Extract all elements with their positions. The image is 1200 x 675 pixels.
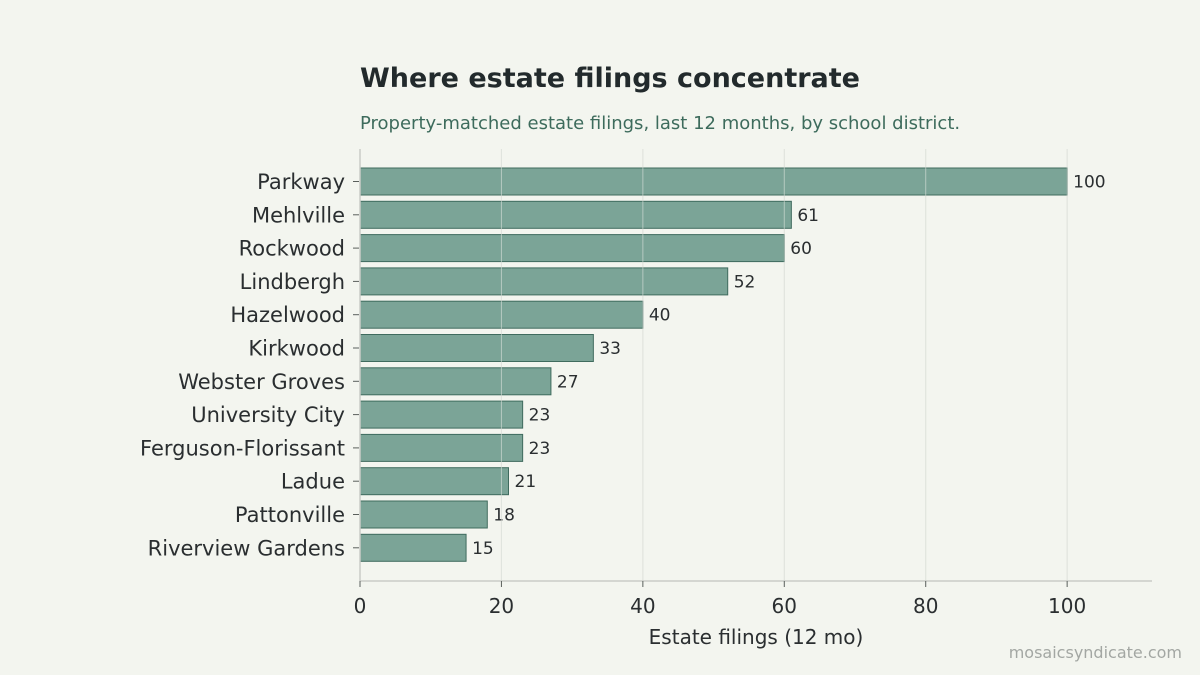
x-tick-label-80: 80 [913, 594, 938, 618]
value-label-1: 61 [797, 206, 819, 226]
chart-title: Where estate filings concentrate [360, 63, 860, 94]
value-label-5: 33 [599, 339, 621, 359]
x-tick-label-60: 60 [772, 594, 797, 618]
bar-7 [359, 400, 524, 429]
bar-6 [359, 367, 552, 396]
axes: Parkway Mehlville Rockwood Lindbergh Hazelwo… [140, 149, 1152, 618]
category-label-3: Lindbergh [240, 270, 345, 294]
category-label-6: Webster Groves [178, 370, 345, 394]
category-label-5: Kirkwood [248, 337, 345, 361]
category-label-9: Ladue [281, 470, 345, 494]
value-label-6: 27 [557, 372, 579, 392]
value-label-8: 23 [529, 439, 551, 459]
bar-11 [359, 533, 467, 562]
value-label-3: 52 [734, 272, 756, 292]
value-label-9: 21 [515, 472, 537, 492]
x-tick-label-40: 40 [630, 594, 655, 618]
category-label-2: Rockwood [239, 237, 345, 261]
category-label-0: Parkway [257, 170, 345, 194]
bar-2 [359, 234, 785, 263]
value-label-10: 18 [493, 506, 515, 526]
value-label-11: 15 [472, 539, 494, 559]
x-tick-label-20: 20 [489, 594, 514, 618]
category-label-4: Hazelwood [230, 303, 345, 327]
x-tick-label-100: 100 [1048, 594, 1086, 618]
x-axis-title: Estate filings (12 mo) [649, 625, 864, 649]
chart-subtitle: Property-matched estate filings, last 12… [360, 113, 960, 134]
bar-8 [359, 433, 524, 462]
bar-9 [359, 467, 509, 496]
category-label-1: Mehlville [252, 203, 345, 227]
bar-3 [359, 267, 729, 296]
category-label-11: Riverview Gardens [148, 536, 345, 560]
x-tick-label-0: 0 [354, 594, 367, 618]
category-label-10: Pattonville [235, 503, 345, 527]
bar-10 [359, 500, 488, 529]
value-label-7: 23 [529, 406, 551, 426]
category-label-8: Ferguson-Florissant [140, 436, 345, 460]
value-label-0: 100 [1073, 173, 1105, 193]
bar-5 [359, 334, 594, 362]
value-label-2: 60 [790, 239, 812, 259]
watermark: mosaicsyndicate.com [1009, 643, 1182, 662]
category-label-7: University City [191, 403, 345, 427]
value-label-4: 40 [649, 306, 671, 326]
bar-0 [359, 167, 1068, 196]
bar-1 [359, 200, 792, 229]
